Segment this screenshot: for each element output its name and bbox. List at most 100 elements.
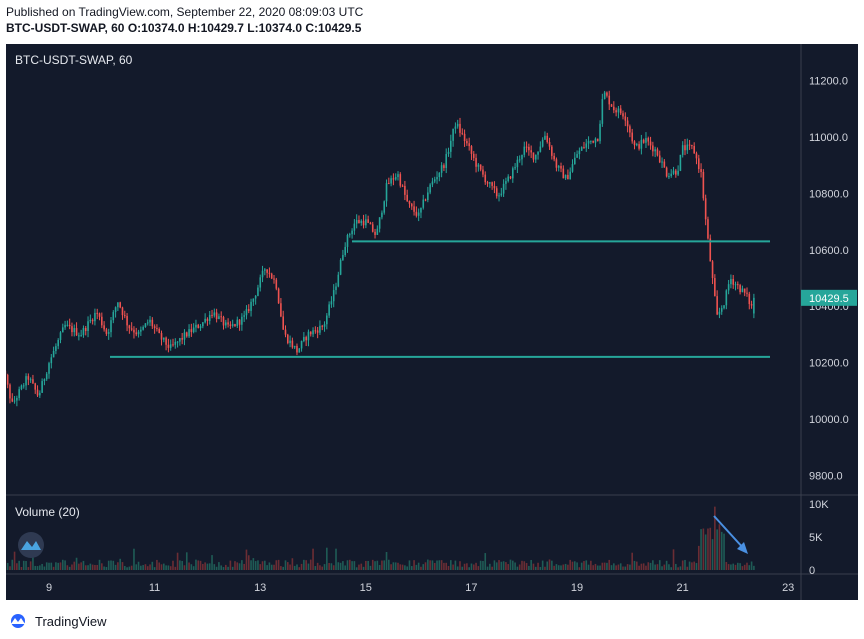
volume-bar <box>197 560 200 570</box>
volume-bar <box>68 566 71 570</box>
volume-bar <box>725 561 728 570</box>
candle-body <box>613 106 615 111</box>
volume-bar <box>663 564 666 570</box>
volume-bar <box>114 564 117 570</box>
candle-body <box>385 183 388 202</box>
footer-brand: TradingView <box>35 613 107 629</box>
time-axis[interactable]: 9 11 13 15 17 19 21 23 <box>46 582 794 594</box>
volume-bar <box>144 564 147 570</box>
volume-bar <box>195 559 197 570</box>
price-axis[interactable]: 11200.011000.010800.010600.010400.010200… <box>809 76 849 483</box>
volume-bar <box>199 560 202 570</box>
candle-body <box>314 330 317 332</box>
volume-bar <box>335 548 337 570</box>
candle-body <box>339 259 342 275</box>
candle-body <box>489 182 491 184</box>
candle-body <box>346 234 349 247</box>
volume-bar <box>291 558 294 570</box>
candle-body <box>348 234 351 236</box>
candle-body <box>211 314 213 316</box>
volume-bar <box>98 559 101 570</box>
volume-bar <box>388 559 390 570</box>
volume-bar <box>697 545 700 570</box>
candle-body <box>578 150 581 155</box>
candle-body <box>511 168 514 179</box>
volume-layer[interactable] <box>6 506 755 570</box>
candle-body <box>707 219 709 239</box>
volume-bar <box>635 561 638 570</box>
candle-body <box>383 201 386 213</box>
volume-bar <box>71 564 73 570</box>
volume-bar <box>484 553 487 570</box>
candle-body <box>539 146 542 152</box>
candle-body <box>220 316 223 318</box>
volume-bar <box>688 561 691 570</box>
candle-body <box>592 140 594 143</box>
footer: TradingView <box>6 611 107 631</box>
candle-body <box>652 145 654 152</box>
volume-bar <box>716 529 718 570</box>
candle-body <box>590 140 592 142</box>
candles-layer[interactable] <box>6 90 755 407</box>
volume-bar <box>502 561 505 570</box>
volume-bar <box>346 560 349 570</box>
candle-body <box>218 316 220 320</box>
candle-body <box>472 153 475 158</box>
candle-body <box>48 363 50 374</box>
candle-body <box>192 327 195 333</box>
candle-body <box>433 179 436 182</box>
volume-bar <box>741 566 744 570</box>
volume-bar <box>700 529 702 570</box>
volume-axis[interactable]: 10K 5K 0 <box>809 499 829 577</box>
candle-body <box>353 223 356 231</box>
published-caption: Published on TradingView.com, September … <box>6 5 364 19</box>
candle-body <box>569 171 572 180</box>
candle-body <box>622 113 624 117</box>
volume-bar <box>638 565 640 570</box>
volume-bar <box>273 564 275 570</box>
candle-body <box>300 341 303 349</box>
candle-body <box>45 373 48 380</box>
candle-body <box>594 138 597 143</box>
arrow-shaft <box>713 515 746 551</box>
volume-bar <box>443 562 445 570</box>
candle-body <box>321 325 324 327</box>
candle-body <box>720 308 723 312</box>
candle-body <box>355 220 358 224</box>
candle-body <box>32 379 34 384</box>
volume-bar <box>238 563 241 570</box>
candle-body <box>737 284 739 286</box>
candle-body <box>307 331 310 341</box>
volume-bar <box>580 562 583 570</box>
volume-bar <box>126 567 128 570</box>
candle-body <box>167 344 170 348</box>
candle-body <box>84 327 87 331</box>
volume-bar <box>743 564 746 570</box>
candle-body <box>66 324 69 326</box>
candle-body <box>608 95 611 105</box>
volume-bar <box>661 566 663 570</box>
candle-body <box>679 154 682 171</box>
candle-body <box>151 319 154 327</box>
volume-bar <box>192 566 195 570</box>
candle-body <box>114 307 117 313</box>
volume-bar <box>300 563 303 570</box>
last-price-tag: 10429.5 <box>801 289 857 306</box>
volume-bar <box>562 564 565 570</box>
volume-bar <box>507 564 510 570</box>
volume-bar <box>576 562 578 570</box>
volume-bar <box>530 559 532 570</box>
levels-layer[interactable] <box>110 240 770 358</box>
volume-bar <box>709 527 712 570</box>
volume-bar <box>739 563 741 570</box>
candle-body <box>57 339 59 347</box>
chart-canvas[interactable]: 11200.011000.010800.010600.010400.010200… <box>6 44 858 600</box>
candle-body <box>277 288 280 304</box>
candle-body <box>381 212 383 218</box>
candle-body <box>753 297 755 314</box>
candle-body <box>748 293 751 305</box>
volume-bar <box>463 563 466 570</box>
chart-panel[interactable]: 11200.0 11000.0 10800.0 10600.0 10400.0 10200… <box>6 44 858 600</box>
volume-bar <box>353 561 356 570</box>
volume-bar <box>720 531 723 570</box>
